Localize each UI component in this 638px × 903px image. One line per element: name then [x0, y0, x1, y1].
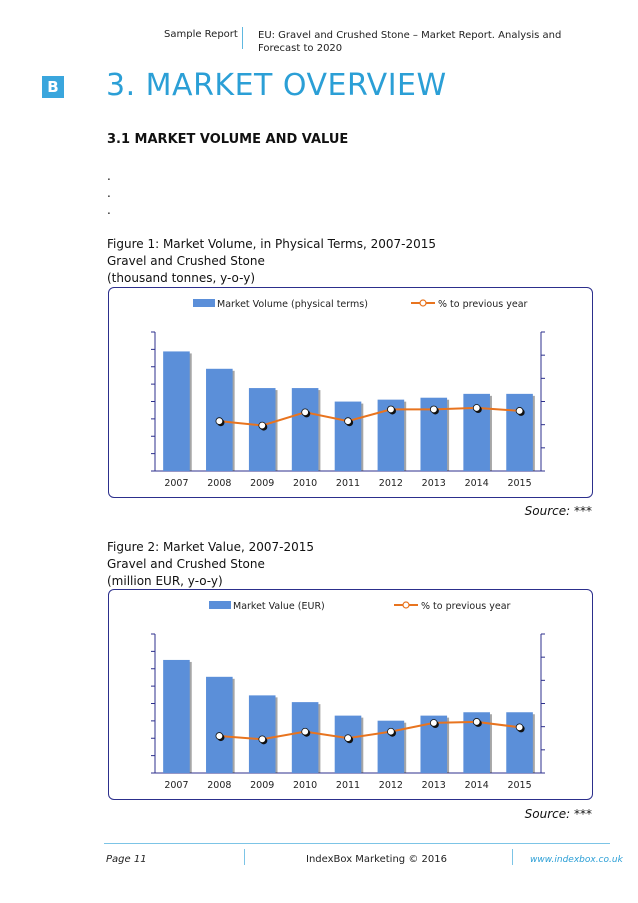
line-marker: [515, 407, 524, 415]
x-tick-label: 2010: [293, 780, 317, 791]
placeholder-dot: .: [107, 186, 111, 200]
figure2-caption: Figure 2: Market Value, 2007-2015: [107, 540, 314, 554]
line-marker: [344, 417, 352, 425]
bar: [163, 351, 190, 471]
figure1-units: (thousand tonnes, y-o-y): [107, 271, 256, 285]
header-divider: [242, 27, 243, 49]
footer-rule: [104, 843, 610, 844]
header-report-type: Sample Report: [164, 29, 238, 40]
legend-line-label: % to previous year: [421, 601, 511, 612]
figure1-source: Source: ***: [524, 504, 592, 518]
bar: [291, 388, 319, 471]
line-series: [219, 720, 520, 741]
footer-copyright: IndexBox Marketing © 2016: [306, 854, 447, 865]
x-tick-label: 2013: [422, 478, 446, 489]
legend-line-marker: [419, 299, 427, 307]
x-tick-label: 2007: [164, 780, 188, 791]
x-tick-label: 2014: [465, 478, 489, 489]
figure1-chart-frame: Market Volume (physical terms) % to previ…: [108, 287, 593, 498]
x-tick-label: 2009: [250, 478, 274, 489]
line-marker: [301, 408, 309, 417]
figure2-chart-frame: Market Value (EUR) % to previous year 2007…: [108, 589, 593, 800]
x-tick-label: 2008: [207, 780, 231, 791]
bar: [291, 702, 319, 773]
legend-bar-swatch: [193, 299, 215, 307]
x-tick-label: 2011: [336, 780, 360, 791]
x-tick-label: 2015: [507, 478, 531, 489]
x-tick-label: 2007: [164, 478, 188, 489]
bar: [334, 401, 362, 471]
line-marker: [215, 417, 224, 425]
section-badge: B: [42, 76, 64, 98]
line-marker: [258, 735, 267, 744]
x-tick-label: 2013: [422, 780, 446, 791]
figure1-caption: Figure 1: Market Volume, in Physical Ter…: [107, 237, 437, 251]
x-tick-label: 2014: [465, 780, 489, 791]
line-marker: [472, 718, 481, 726]
x-tick-label: 2008: [207, 478, 231, 489]
line-marker: [515, 723, 524, 732]
section-subtitle: 3.1 MARKET VOLUME AND VALUE: [107, 132, 349, 147]
figure2-product: Gravel and Crushed Stone: [107, 557, 265, 571]
placeholder-dot: .: [107, 169, 111, 183]
bar: [506, 712, 533, 773]
footer-divider: [244, 849, 245, 865]
bar: [334, 715, 362, 773]
legend-bar-label: Market Volume (physical terms): [217, 299, 368, 310]
bar: [206, 676, 233, 773]
legend-line-label: % to previous year: [438, 299, 528, 310]
line-marker: [258, 421, 267, 430]
line-marker: [429, 405, 438, 414]
placeholder-dot: .: [107, 203, 111, 217]
x-tick-label: 2012: [379, 780, 403, 791]
legend-bar-swatch: [209, 601, 231, 609]
x-tick-label: 2010: [293, 478, 317, 489]
legend-line-marker: [402, 601, 410, 609]
figure2-chart: Market Value (EUR) % to previous year 2007…: [151, 601, 545, 791]
x-tick-label: 2015: [507, 780, 531, 791]
line-marker: [344, 734, 352, 742]
line-marker: [429, 719, 438, 727]
line-marker: [472, 404, 481, 412]
x-tick-label: 2011: [336, 478, 360, 489]
footer-website-link[interactable]: www.indexbox.co.uk: [530, 855, 623, 865]
header-report-title: EU: Gravel and Crushed Stone – Market Re…: [258, 30, 562, 54]
line-series: [219, 406, 520, 427]
line-marker: [387, 727, 395, 736]
line-marker: [387, 405, 395, 414]
footer-divider: [512, 849, 513, 865]
line-marker: [301, 727, 309, 736]
bar: [248, 695, 276, 773]
legend-bar-label: Market Value (EUR): [233, 601, 325, 612]
footer-page-number: Page 11: [106, 854, 147, 865]
bar: [506, 393, 533, 471]
line-marker: [215, 732, 224, 740]
placeholder-text: . . .: [107, 168, 111, 219]
figure1-product: Gravel and Crushed Stone: [107, 254, 265, 268]
figure1-chart: Market Volume (physical terms) % to previ…: [151, 299, 545, 489]
bar: [163, 659, 190, 773]
x-tick-label: 2012: [379, 478, 403, 489]
section-title: 3. MARKET OVERVIEW: [106, 68, 447, 103]
x-tick-label: 2009: [250, 780, 274, 791]
figure2-source: Source: ***: [524, 807, 592, 821]
figure2-units: (million EUR, y-o-y): [107, 574, 223, 588]
